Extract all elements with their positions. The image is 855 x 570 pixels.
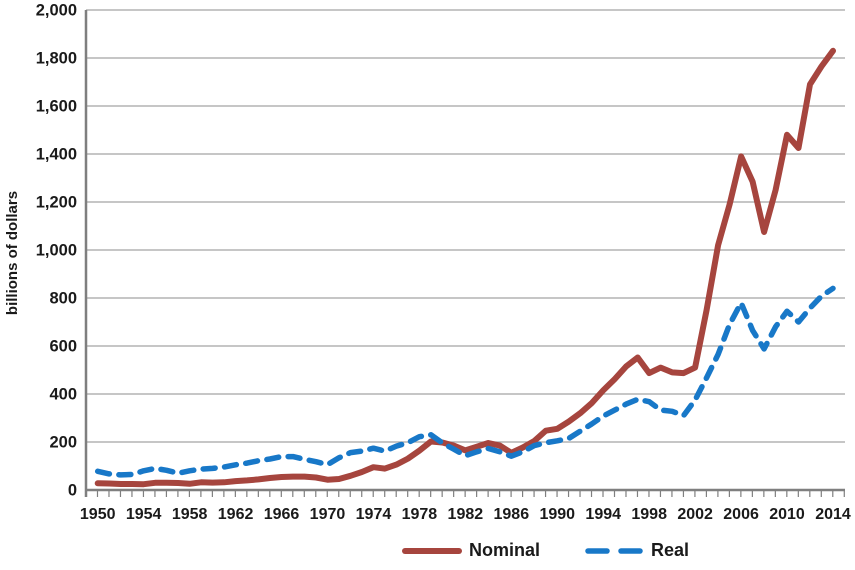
nominal-line <box>94 47 836 488</box>
x-tick-label: 1958 <box>172 506 208 523</box>
x-tick-label: 1950 <box>80 506 116 523</box>
x-tick-label: 1966 <box>264 506 300 523</box>
x-tick-label: 1982 <box>448 506 484 523</box>
y-tick-label: 1,800 <box>36 50 77 68</box>
real-line <box>94 285 836 478</box>
legend-label-real: Real <box>651 540 690 560</box>
y-tick-label: 600 <box>49 338 77 356</box>
y-tick-label: 800 <box>49 290 77 308</box>
y-tick-label: 1,000 <box>36 242 77 260</box>
y-tick-label: 1,200 <box>36 194 77 212</box>
y-tick-label: 0 <box>68 482 77 500</box>
chart-legend: Nominal Real <box>402 540 689 561</box>
x-tick-label: 2006 <box>723 506 759 523</box>
y-tick-label: 200 <box>49 434 77 452</box>
nominal-line-swatch <box>402 547 462 554</box>
x-tick-label: 1986 <box>494 506 530 523</box>
legend-label-nominal: Nominal <box>469 540 541 560</box>
legend-item-real: Real <box>584 540 689 561</box>
x-tick-label: 1994 <box>585 506 621 523</box>
x-tick-label: 1978 <box>402 506 438 523</box>
y-axis-title: billions of dollars <box>4 190 21 316</box>
y-tick-label: 400 <box>49 386 77 404</box>
x-tick-label: 1962 <box>218 506 254 523</box>
line-chart: 0 200 400 600 800 1,000 1,200 1,400 1,600 1,800 2,… <box>36 2 851 524</box>
x-tick-label: 2014 <box>815 506 851 523</box>
y-tick-label: 1,600 <box>36 98 77 116</box>
real-line-swatch <box>585 547 643 554</box>
legend-item-nominal: Nominal <box>402 540 540 561</box>
x-tick-label: 1998 <box>631 506 667 523</box>
x-tick-label: 1990 <box>539 506 575 523</box>
y-tick-label: 1,400 <box>36 146 77 164</box>
x-tick-label: 1970 <box>310 506 346 523</box>
x-tick-label: 2010 <box>769 506 805 523</box>
x-tick-label: 1974 <box>356 506 392 523</box>
x-tick-label: 2002 <box>677 506 713 523</box>
y-tick-label: 2,000 <box>36 2 77 20</box>
x-tick-label: 1954 <box>126 506 162 523</box>
